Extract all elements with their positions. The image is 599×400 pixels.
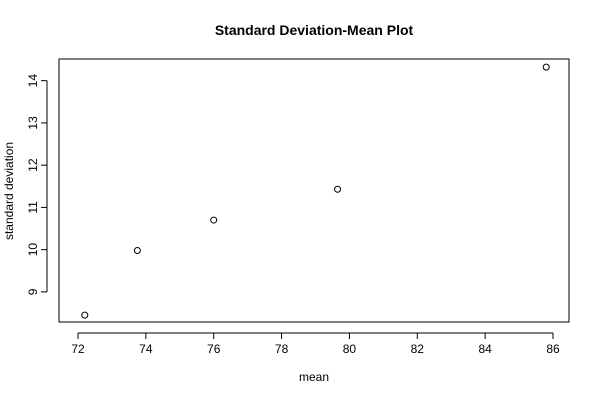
data-point (542, 63, 550, 71)
y-tick-label: 9 (26, 288, 40, 295)
data-point (334, 185, 342, 193)
y-axis-label: standard deviation (2, 142, 16, 240)
x-tick-label: 82 (411, 342, 425, 356)
y-tick-label: 13 (26, 116, 40, 130)
y-tick-label: 10 (26, 243, 40, 257)
x-axis: 72 74 76 78 80 82 84 86 (71, 332, 560, 356)
x-tick-label: 74 (139, 342, 153, 356)
x-tick-label: 80 (343, 342, 357, 356)
x-tick-label: 76 (207, 342, 221, 356)
x-tick-label: 84 (478, 342, 492, 356)
x-tick-label: 86 (546, 342, 560, 356)
chart-title: Standard Deviation-Mean Plot (215, 22, 414, 38)
x-tick-label: 72 (71, 342, 85, 356)
data-point (133, 246, 141, 254)
y-tick-label: 12 (26, 158, 40, 172)
y-tick-label: 11 (26, 201, 40, 214)
x-axis-label: mean (299, 370, 329, 384)
x-tick-label: 78 (275, 342, 289, 356)
plot-frame (58, 58, 570, 323)
data-point (210, 216, 218, 224)
y-tick-label: 14 (26, 74, 40, 88)
data-points (81, 63, 550, 319)
y-axis: 9 10 11 12 13 14 (26, 74, 48, 295)
data-point (81, 311, 89, 319)
